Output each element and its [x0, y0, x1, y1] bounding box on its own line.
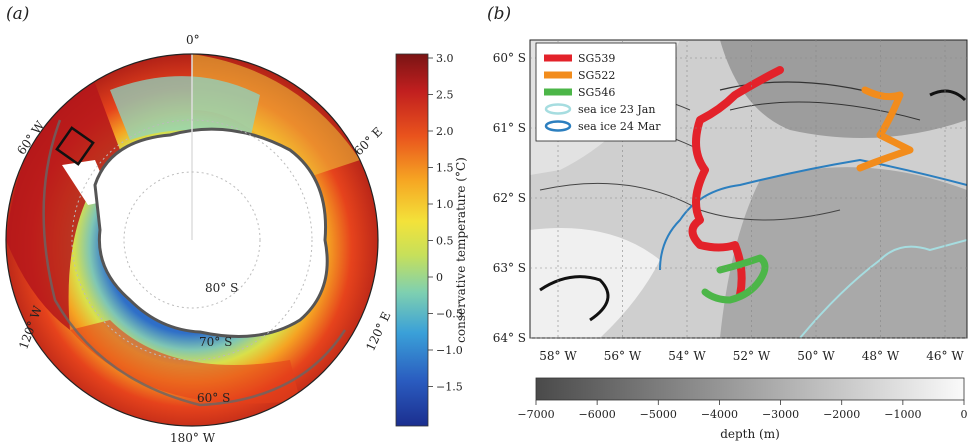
depth-colorbar-title: depth (m) — [720, 427, 780, 441]
temperature-tick-label: 2.0 — [436, 125, 454, 138]
depth-tick-label: −1000 — [884, 408, 921, 421]
depth-colorbar: −7000 −6000 −5000 −4000 −3000 −2000 −1000 0 dep… — [517, 377, 968, 441]
study-region-box — [55, 126, 95, 166]
lon-tick-label: 52° W — [733, 349, 771, 363]
bathymetry-map-frame — [529, 39, 968, 339]
lat-label-70s: 70° S — [199, 335, 232, 349]
temperature-tick-label: −1.5 — [436, 381, 463, 394]
lon-tick-label: 50° W — [797, 349, 835, 363]
lon-label-60e: 60° E — [351, 124, 385, 158]
lat-label-60s: 60° S — [197, 391, 230, 405]
temperature-tick-label: −1.0 — [436, 344, 463, 357]
depth-tick-label: −3000 — [762, 408, 799, 421]
depth-tick-label: −2000 — [823, 408, 860, 421]
temperature-colorbar-title: conservative temperature (°C) — [454, 157, 468, 343]
temperature-tick-label: 0 — [436, 271, 443, 284]
temperature-tick-label: 0.5 — [436, 235, 454, 248]
depth-tick-label: −4000 — [701, 408, 738, 421]
map-boundary — [5, 53, 379, 427]
legend-label: sea ice 24 Mar — [578, 120, 661, 133]
depth-tick-label: −6000 — [579, 408, 616, 421]
depth-tick-label: −5000 — [640, 408, 677, 421]
lon-label-120e: 120° E — [363, 310, 393, 354]
legend-swatch — [544, 120, 572, 132]
temperature-colorbar: 3.0 2.5 2.0 1.5 1.0 0.5 0 −0.5 −1.0 −1.5 conserva… — [395, 52, 468, 427]
legend-swatch — [544, 103, 572, 115]
temperature-tick-label: 3.0 — [436, 52, 454, 65]
temperature-tick-label: 1.0 — [436, 198, 454, 211]
lon-tick-label: 48° W — [862, 349, 900, 363]
legend-label: sea ice 23 Jan — [578, 103, 655, 116]
panel-a-label: (a) — [6, 4, 30, 24]
temperature-tick-label: 2.5 — [436, 89, 454, 102]
depth-tick-label: 0 — [961, 408, 968, 421]
lon-tick-label: 54° W — [668, 349, 706, 363]
lat-tick-label: 61° S — [493, 121, 526, 135]
lon-tick-label: 58° W — [539, 349, 577, 363]
map-legend: SG539 SG522 SG546 sea ice 23 Jan sea ice 24 … — [535, 42, 677, 142]
lat-label-80s: 80° S — [205, 281, 238, 295]
lat-tick-label: 60° S — [493, 51, 526, 65]
panel-b-label: (b) — [487, 4, 512, 24]
lat-tick-label: 64° S — [493, 331, 526, 345]
lon-label-180w: 180° W — [170, 431, 216, 445]
lat-tick-label: 62° S — [493, 191, 526, 205]
lat-tick-label: 63° S — [493, 261, 526, 275]
legend-label: SG522 — [578, 69, 615, 82]
temperature-tick-label: 1.5 — [436, 162, 454, 175]
lon-tick-label: 46° W — [926, 349, 964, 363]
legend-label: SG546 — [578, 86, 615, 99]
lon-label-0: 0° — [186, 33, 200, 47]
depth-tick-label: −7000 — [517, 408, 554, 421]
temperature-tick-label: −0.5 — [436, 308, 463, 321]
polar-map — [6, 54, 378, 426]
lon-tick-label: 56° W — [604, 349, 642, 363]
legend-label: SG539 — [578, 52, 615, 65]
